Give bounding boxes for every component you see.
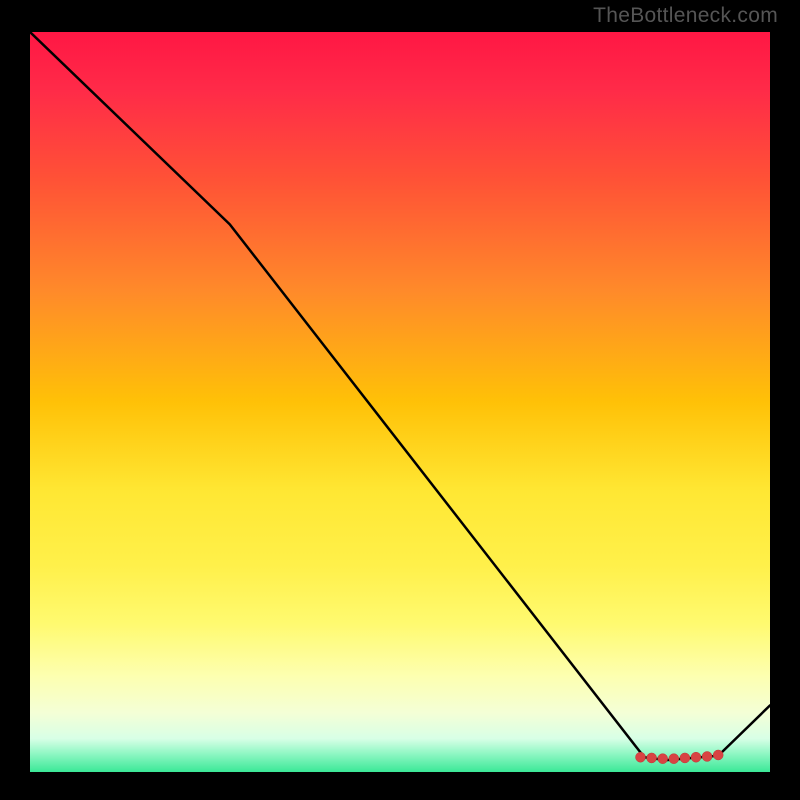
chart-marker	[680, 753, 690, 763]
chart-marker	[647, 753, 657, 763]
chart-marker	[691, 752, 701, 762]
chart-marker	[636, 752, 646, 762]
watermark-text: TheBottleneck.com	[593, 4, 778, 28]
chart-svg	[30, 32, 770, 772]
chart-plot-area	[30, 32, 770, 772]
chart-marker	[669, 754, 679, 764]
chart-background	[30, 32, 770, 772]
chart-marker	[713, 750, 723, 760]
chart-marker	[702, 751, 712, 761]
chart-marker	[658, 754, 668, 764]
